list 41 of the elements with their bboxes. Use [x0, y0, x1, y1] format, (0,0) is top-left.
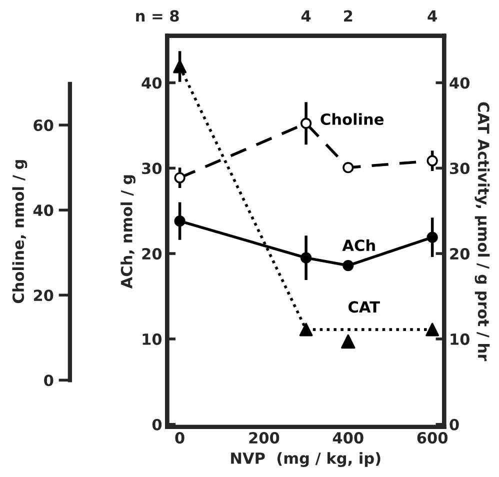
y-axis-title: ACh, nmol / g: [120, 175, 136, 289]
point: [342, 260, 354, 272]
y2-tick-label: 20: [450, 248, 470, 260]
x-tick-label: 600: [417, 432, 448, 444]
point: [426, 232, 438, 243]
point: [426, 322, 440, 336]
y2-tick-label: 40: [450, 77, 470, 89]
point: [174, 172, 186, 184]
text: 4: [428, 10, 437, 22]
y-tick-label: 10: [142, 333, 162, 345]
y2-axis-title: CAT Activity, µmol / g prot / hr: [474, 102, 490, 362]
y-tick-label: 0: [152, 418, 162, 430]
y2-tick-label: 30: [450, 162, 470, 174]
text: 4: [301, 10, 311, 22]
point: [299, 322, 313, 336]
y2-tick-label: 10: [450, 333, 470, 345]
y3-tick-label: 20: [34, 290, 54, 302]
y-tick-label: 30: [142, 162, 162, 174]
series-label: ACh: [342, 239, 375, 252]
x-axis-title: NVP (mg / kg, ip): [231, 452, 380, 468]
y3-tick-label: 0: [44, 374, 54, 386]
y2-tick-label: 0: [450, 418, 459, 430]
text: n = 8: [136, 10, 179, 22]
series-label: Choline: [320, 113, 384, 126]
x-tick-label: 0: [175, 432, 184, 444]
point: [341, 334, 356, 349]
y3-tick-label: 40: [33, 204, 54, 216]
point: [426, 155, 438, 166]
point: [300, 118, 312, 129]
point: [173, 60, 187, 74]
text: 2: [344, 10, 352, 22]
x-tick-label: 400: [332, 432, 364, 444]
y3-axis-title: Choline, nmol / g: [12, 160, 28, 304]
y-tick-label: 20: [142, 248, 162, 260]
point: [174, 216, 186, 227]
y-tick-label: 40: [142, 77, 162, 89]
series-label: CAT: [348, 301, 380, 313]
y3-tick-label: 60: [34, 120, 54, 132]
x-tick-label: 200: [249, 432, 280, 444]
point: [342, 162, 354, 174]
point: [300, 252, 312, 264]
